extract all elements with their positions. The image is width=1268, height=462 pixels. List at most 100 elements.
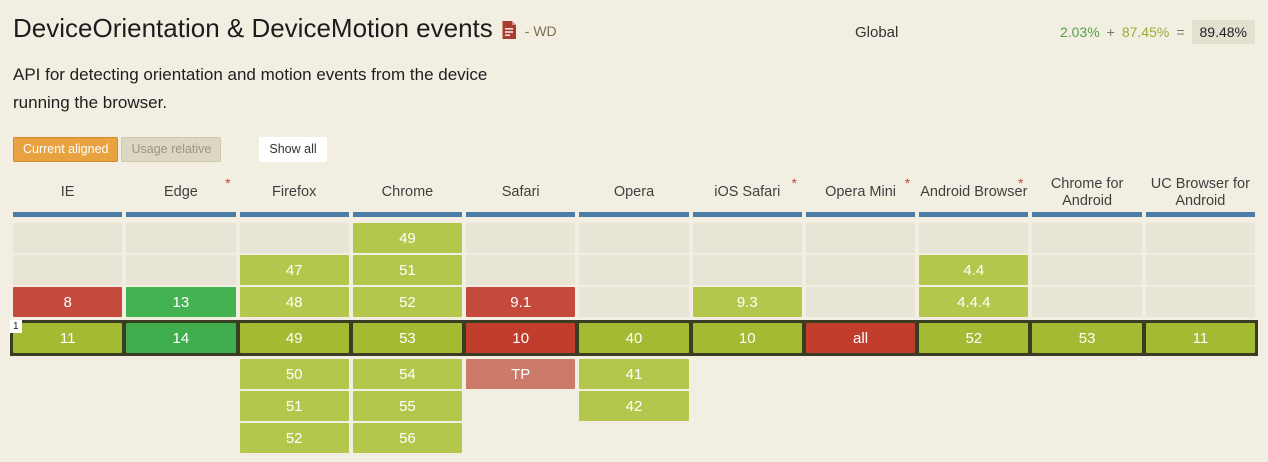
browser-header-ie: IE bbox=[13, 174, 123, 218]
footnote-asterisk: * bbox=[904, 175, 911, 192]
feature-description: API for detecting orientation and motion… bbox=[13, 64, 488, 112]
empty-cell bbox=[1146, 423, 1255, 453]
past-version-empty-cell bbox=[466, 255, 576, 286]
empty-cell bbox=[693, 391, 802, 421]
version-cell-firefox-49[interactable]: 49 bbox=[239, 323, 349, 354]
usage-stats: 2.03% + 87.45% = 89.48% bbox=[1060, 20, 1255, 44]
plus-sign: + bbox=[1106, 24, 1115, 40]
browser-header-firefox: Firefox bbox=[239, 174, 349, 218]
spec-status: - WD bbox=[524, 23, 557, 40]
empty-cell bbox=[1146, 359, 1255, 389]
browser-name-label: Firefox bbox=[272, 184, 317, 201]
global-label: Global bbox=[855, 23, 899, 41]
browser-name-label: Chrome for Android bbox=[1050, 175, 1124, 209]
version-row: 47 51 4.4 bbox=[13, 255, 1255, 286]
version-cell-opera-40[interactable]: 40 bbox=[579, 323, 689, 354]
past-version-empty-cell bbox=[13, 223, 123, 254]
version-cell-edge-13[interactable]: 13 bbox=[126, 287, 236, 318]
version-cell-firefox-50[interactable]: 50 bbox=[239, 359, 349, 390]
empty-cell bbox=[693, 423, 802, 453]
browser-name-label: Android Browser bbox=[920, 184, 1028, 201]
past-version-empty-cell bbox=[126, 223, 236, 254]
version-cell-chrome-for-android-53[interactable]: 53 bbox=[1032, 323, 1142, 354]
version-cell-android-browser-4.4.4[interactable]: 4.4.4 bbox=[919, 287, 1029, 318]
browser-name-label: UC Browser for Android bbox=[1150, 175, 1250, 209]
empty-cell bbox=[919, 423, 1028, 453]
browser-name-label: Chrome bbox=[381, 184, 434, 201]
version-cell-safari-tp[interactable]: TP bbox=[466, 359, 576, 390]
empty-cell bbox=[579, 423, 688, 453]
past-version-empty-cell bbox=[579, 287, 689, 318]
browser-name-label: IE bbox=[60, 184, 75, 201]
usage-total-pct: 89.48% bbox=[1191, 20, 1255, 44]
version-cell-opera-41[interactable]: 41 bbox=[579, 359, 689, 390]
version-cell-firefox-48[interactable]: 48 bbox=[239, 287, 349, 318]
version-cell-firefox-51[interactable]: 51 bbox=[239, 391, 349, 422]
browser-header-uc-browser-for-android: UC Browser for Android bbox=[1145, 174, 1255, 218]
browser-header-safari: Safari bbox=[466, 174, 576, 218]
usage-full-pct: 2.03% bbox=[1059, 24, 1100, 40]
version-cell-opera-42[interactable]: 42 bbox=[579, 391, 689, 422]
version-cell-chrome-51[interactable]: 51 bbox=[352, 255, 463, 286]
past-version-empty-cell bbox=[919, 223, 1029, 254]
version-cell-safari-10[interactable]: 10 bbox=[466, 323, 576, 354]
browser-header-opera-mini: Opera Mini * bbox=[805, 174, 916, 218]
empty-cell bbox=[126, 423, 235, 453]
browser-name-label: Opera Mini bbox=[825, 184, 896, 201]
equals-sign: = bbox=[1176, 24, 1185, 40]
past-version-empty-cell bbox=[126, 255, 236, 286]
past-version-empty-cell bbox=[579, 223, 689, 254]
browser-header-android-browser: Android Browser * bbox=[919, 174, 1029, 218]
past-version-empty-cell bbox=[1032, 287, 1142, 318]
spec-document-icon[interactable] bbox=[502, 21, 516, 40]
empty-cell bbox=[1146, 391, 1255, 421]
browser-name-label: Opera bbox=[613, 184, 655, 201]
browser-header-chrome: Chrome bbox=[352, 174, 463, 218]
version-cell-opera-mini-all[interactable]: all bbox=[805, 323, 916, 354]
usage-relative-button[interactable]: Usage relative bbox=[121, 136, 222, 163]
empty-cell bbox=[919, 359, 1028, 389]
version-cell-chrome-49[interactable]: 49 bbox=[352, 223, 463, 254]
empty-cell bbox=[13, 391, 122, 421]
version-cell-firefox-52[interactable]: 52 bbox=[239, 423, 349, 454]
version-cell-ios-safari-9.3[interactable]: 9.3 bbox=[692, 287, 802, 318]
current-aligned-button[interactable]: Current aligned bbox=[13, 136, 119, 163]
empty-cell bbox=[806, 423, 915, 453]
empty-cell bbox=[919, 391, 1028, 421]
version-row: 8 13 48 52 9.1 9.3 4.4.4 bbox=[13, 287, 1255, 318]
version-cell-chrome-52[interactable]: 52 bbox=[352, 287, 463, 318]
version-cell-android-browser-52[interactable]: 52 bbox=[919, 323, 1029, 354]
current-version-row: 1 11 14 49 53 10 40 10 all 52 53 11 bbox=[10, 320, 1258, 357]
version-cell-chrome-54[interactable]: 54 bbox=[352, 359, 463, 390]
support-table: 49 47 51 4.4 8 13 48 52 9.1 9.3 4.4.4 1 11 14 49 53 10 40… bbox=[10, 223, 1258, 454]
empty-cell bbox=[806, 391, 915, 421]
empty-cell bbox=[126, 359, 235, 389]
version-cell-android-browser-4.4[interactable]: 4.4 bbox=[919, 255, 1029, 286]
version-cell-chrome-55[interactable]: 55 bbox=[352, 391, 463, 422]
version-cell-chrome-53[interactable]: 53 bbox=[352, 323, 463, 354]
past-version-empty-cell bbox=[805, 223, 916, 254]
version-cell-uc-browser-for-android-11[interactable]: 11 bbox=[1145, 323, 1255, 354]
footnote-asterisk: * bbox=[1018, 175, 1024, 192]
past-version-empty-cell bbox=[239, 223, 349, 254]
note-marker: 1 bbox=[10, 320, 22, 334]
past-version-empty-cell bbox=[1145, 287, 1255, 318]
browser-name-label: Edge bbox=[163, 184, 198, 201]
feature-header: DeviceOrientation & DeviceMotion events … bbox=[13, 12, 1255, 45]
version-cell-chrome-56[interactable]: 56 bbox=[352, 423, 463, 454]
past-version-empty-cell bbox=[1145, 223, 1255, 254]
show-all-button[interactable]: Show all bbox=[259, 136, 327, 163]
version-cell-ie-11[interactable]: 11 bbox=[13, 323, 123, 354]
past-version-empty-cell bbox=[1032, 255, 1142, 286]
version-cell-safari-9.1[interactable]: 9.1 bbox=[466, 287, 576, 318]
past-version-empty-cell bbox=[466, 223, 576, 254]
footnote-asterisk: * bbox=[225, 175, 231, 192]
footnote-asterisk: * bbox=[791, 175, 797, 192]
version-cell-firefox-47[interactable]: 47 bbox=[239, 255, 349, 286]
version-cell-ie-8[interactable]: 8 bbox=[13, 287, 123, 318]
version-cell-ios-safari-10[interactable]: 10 bbox=[692, 323, 802, 354]
browser-header-chrome-for-android: Chrome for Android bbox=[1032, 174, 1142, 218]
browser-name-label: Safari bbox=[501, 184, 540, 201]
version-cell-edge-14[interactable]: 14 bbox=[126, 323, 236, 354]
